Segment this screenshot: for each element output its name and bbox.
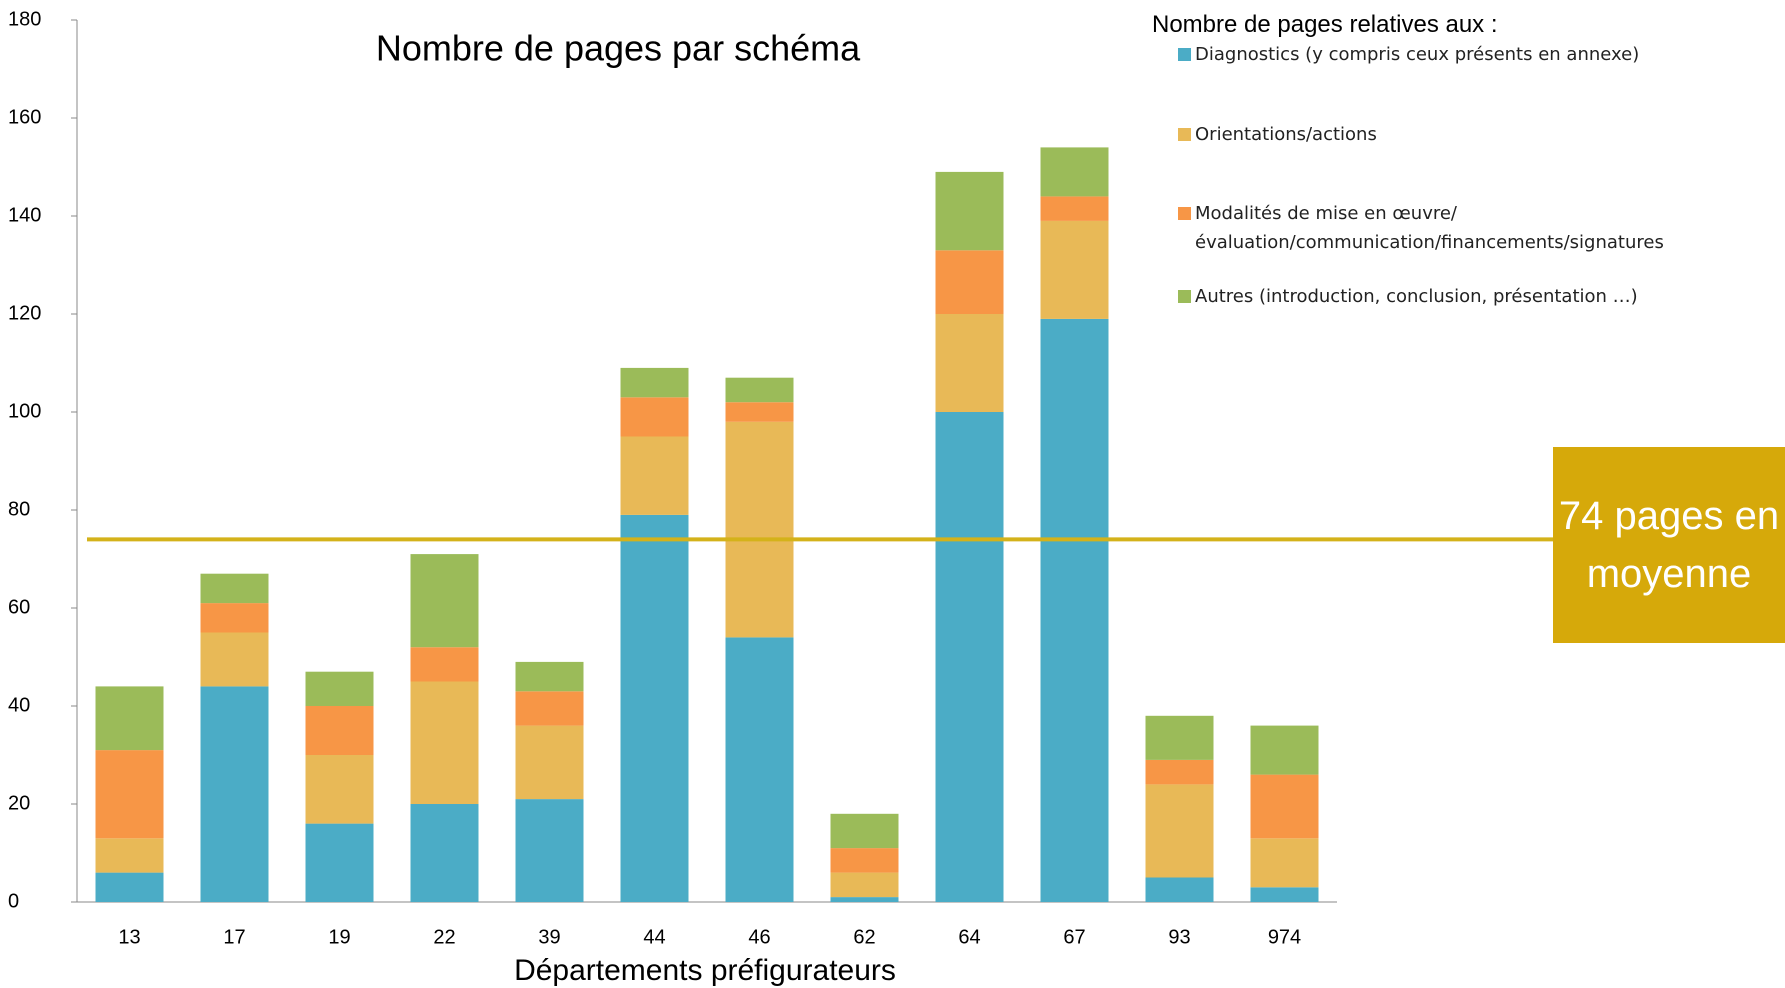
x-axis-title: Départements préfigurateurs	[514, 954, 896, 987]
bar-segment	[831, 897, 899, 902]
bar-segment	[621, 437, 689, 515]
bar-segment	[516, 662, 584, 691]
bar-segment	[411, 647, 479, 681]
bar-segment	[831, 873, 899, 898]
y-tick-label: 180	[8, 8, 41, 30]
bar-segment	[411, 804, 479, 902]
bar-segment	[1041, 319, 1109, 902]
bar-segment	[1146, 760, 1214, 785]
x-tick-label: 19	[328, 926, 350, 948]
bar-segment	[726, 378, 794, 403]
legend-title: Nombre de pages relatives aux :	[1152, 10, 1498, 39]
bar-segment	[306, 672, 374, 706]
average-label: 74 pages en moyenne	[1553, 447, 1785, 643]
legend-label: Diagnostics (y compris ceux présents en …	[1195, 44, 1639, 65]
x-tick-label: 22	[433, 926, 455, 948]
x-tick-label: 44	[643, 926, 665, 948]
bar-segment	[1146, 784, 1214, 877]
bar-segment	[1251, 726, 1319, 775]
bar-segment	[96, 686, 164, 750]
bar-segment	[96, 750, 164, 838]
bar-segment	[936, 250, 1004, 314]
y-tick-label: 140	[8, 204, 41, 226]
bar-segment	[1146, 878, 1214, 903]
bar-segment	[1041, 147, 1109, 196]
bar-segment	[726, 402, 794, 422]
bar-segment	[201, 633, 269, 687]
chart-title: Nombre de pages par schéma	[376, 28, 861, 69]
bar-segment	[1041, 221, 1109, 319]
bar-segment	[306, 755, 374, 824]
bar-segment	[516, 799, 584, 902]
bar-segment	[726, 637, 794, 902]
bar-segment	[936, 314, 1004, 412]
bar-segment	[1146, 716, 1214, 760]
x-tick-label: 67	[1063, 926, 1085, 948]
legend-swatch	[1178, 290, 1191, 303]
x-tick-label: 39	[538, 926, 560, 948]
bar-segment	[831, 814, 899, 848]
bar-segment	[936, 412, 1004, 902]
x-tick-label: 93	[1168, 926, 1190, 948]
x-tick-label: 974	[1268, 926, 1301, 948]
legend-item: Autres (introduction, conclusion, présen…	[1178, 282, 1785, 311]
y-tick-label: 0	[8, 890, 19, 912]
legend-item: Diagnostics (y compris ceux présents en …	[1178, 40, 1785, 69]
y-tick-label: 120	[8, 302, 41, 324]
bar-segment	[201, 574, 269, 603]
x-tick-label: 62	[853, 926, 875, 948]
y-tick-label: 40	[8, 694, 30, 716]
bar-segment	[516, 726, 584, 800]
legend-swatch	[1178, 128, 1191, 141]
bar-segment	[96, 873, 164, 902]
y-tick-label: 60	[8, 596, 30, 618]
bar-segment	[201, 603, 269, 632]
x-tick-label: 17	[223, 926, 245, 948]
legend-label: Modalités de mise en œuvre/évaluation/co…	[1195, 203, 1664, 253]
bar-segment	[411, 554, 479, 647]
bar-segment	[831, 848, 899, 873]
legend-item: Modalités de mise en œuvre/évaluation/co…	[1178, 199, 1785, 257]
page: Nombre de pages par schéma Départements …	[0, 0, 1785, 988]
bar-segment	[96, 838, 164, 872]
bar-segment	[1251, 775, 1319, 839]
legend-item: Orientations/actions	[1178, 120, 1785, 149]
bar-segment	[516, 691, 584, 725]
x-tick-label: 13	[118, 926, 140, 948]
y-tick-label: 160	[8, 106, 41, 128]
bar-segment	[1041, 196, 1109, 221]
bar-segment	[726, 422, 794, 638]
bar-segment	[306, 824, 374, 902]
legend-label: Autres (introduction, conclusion, présen…	[1195, 286, 1638, 307]
bar-segment	[1251, 838, 1319, 887]
bar-segment	[201, 686, 269, 902]
bar-segment	[621, 515, 689, 902]
x-tick-label: 46	[748, 926, 770, 948]
bar-segment	[936, 172, 1004, 250]
bar-segment	[306, 706, 374, 755]
bar-segment	[621, 368, 689, 397]
y-tick-label: 80	[8, 498, 30, 520]
bar-segment	[1251, 887, 1319, 902]
bar-segment	[411, 682, 479, 805]
bar-segment	[621, 397, 689, 436]
legend-swatch	[1178, 48, 1191, 61]
y-tick-label: 100	[8, 400, 41, 422]
legend-swatch	[1178, 207, 1191, 220]
x-tick-label: 64	[958, 926, 980, 948]
legend-label: Orientations/actions	[1195, 124, 1377, 145]
y-tick-label: 20	[8, 792, 30, 814]
